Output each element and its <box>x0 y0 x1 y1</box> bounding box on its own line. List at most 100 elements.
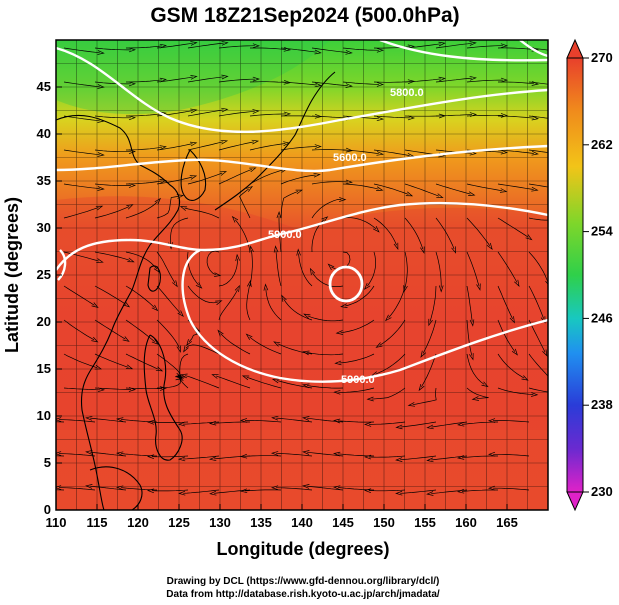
streamline <box>56 455 65 457</box>
streamline-arrow <box>245 333 253 340</box>
streamline <box>63 81 100 88</box>
streamline <box>63 149 100 156</box>
streamline-arrow <box>123 301 131 308</box>
streamline <box>497 149 534 154</box>
streamline <box>466 285 473 322</box>
streamline <box>466 217 491 247</box>
streamline <box>373 217 397 246</box>
streamline <box>187 251 199 286</box>
streamline <box>307 485 344 491</box>
x-tick-label: 150 <box>373 515 395 530</box>
streamline <box>339 353 375 364</box>
streamline-arrow <box>521 375 529 381</box>
streamline-arrow <box>457 421 465 427</box>
streamline-arrow <box>251 139 260 145</box>
streamline-arrow <box>376 186 384 191</box>
streamline <box>388 285 406 318</box>
streamline <box>187 285 218 304</box>
streamline <box>311 81 348 87</box>
streamline-arrow <box>407 115 415 121</box>
streamline <box>497 285 513 320</box>
y-tick-label: 5 <box>44 455 51 470</box>
streamline-arrow <box>221 40 229 46</box>
streamline <box>218 289 239 321</box>
streamline <box>213 421 250 424</box>
streamline <box>187 141 224 151</box>
korea-coast <box>180 149 207 201</box>
streamline <box>94 285 127 305</box>
streamline-arrow <box>321 216 329 223</box>
streamline-arrow <box>95 205 104 211</box>
streamline-arrow <box>97 152 105 157</box>
streamline-arrow <box>146 454 155 460</box>
streamline-arrow <box>96 258 104 263</box>
streamline-arrow <box>562 50 568 54</box>
streamline <box>340 319 375 334</box>
streamline-arrow <box>481 381 489 388</box>
streamline <box>206 250 220 276</box>
streamline <box>311 272 344 287</box>
streamline <box>249 143 286 151</box>
streamline-arrow <box>403 285 408 293</box>
streamline-arrow <box>420 350 427 358</box>
streamline-arrow <box>428 318 433 327</box>
streamline-arrow <box>395 424 403 430</box>
map-title: GSM 18Z21Sep2024 (500.0hPa) <box>150 4 459 27</box>
streamline <box>462 421 498 425</box>
streamline-arrow <box>373 225 380 233</box>
streamline-arrow <box>115 485 124 491</box>
streamline <box>125 201 158 219</box>
streamline <box>90 485 127 491</box>
streamline <box>373 81 411 83</box>
streamline <box>528 115 548 119</box>
streamline <box>183 489 220 494</box>
streamline <box>412 387 437 406</box>
streamline <box>337 420 375 423</box>
streamline <box>244 489 282 492</box>
contour-ne-arc <box>519 40 548 58</box>
streamline-arrow <box>302 383 310 389</box>
streamline <box>435 183 471 195</box>
streamline <box>429 285 437 322</box>
streamline-arrow <box>302 350 310 356</box>
streamline <box>59 487 96 491</box>
streamline <box>63 353 98 369</box>
streamline <box>345 285 375 307</box>
streamline-arrow <box>540 316 546 324</box>
colorbar-ticks: 230 238 246 254 262 270 <box>583 50 613 499</box>
streamline-arrow <box>190 75 198 80</box>
x-tick-label: 125 <box>168 515 190 530</box>
streamline <box>90 451 127 457</box>
streamline <box>371 387 406 400</box>
streamline-arrow <box>302 484 310 489</box>
streamline-arrow <box>94 364 103 370</box>
streamline <box>156 143 193 151</box>
streamline-arrow <box>469 41 477 46</box>
streamline-arrow <box>221 107 229 113</box>
streamline <box>151 455 189 458</box>
streamline <box>497 47 534 50</box>
streamline <box>156 319 180 349</box>
streamline-arrow <box>303 313 311 319</box>
contour-label-5900-a: 5900.0 <box>268 229 302 241</box>
streamline <box>94 251 131 261</box>
streamline-arrow <box>451 246 456 254</box>
streamline <box>245 420 282 423</box>
streamline-arrow <box>190 41 198 46</box>
streamline <box>156 251 176 284</box>
streamline-arrow <box>208 456 217 462</box>
streamline-arrow <box>376 116 385 122</box>
streamline <box>187 109 224 117</box>
streamline <box>218 45 255 49</box>
streamline-arrow <box>486 242 493 251</box>
streamline-arrow <box>509 316 515 324</box>
streamline <box>528 353 548 377</box>
streamline <box>466 319 473 356</box>
streamline-arrow <box>125 364 134 370</box>
streamline <box>369 421 406 425</box>
streamline-arrow <box>550 378 556 384</box>
y-tick-label: 30 <box>37 220 51 235</box>
streamline <box>462 455 498 459</box>
streamline <box>246 284 251 321</box>
streamline <box>63 319 95 341</box>
